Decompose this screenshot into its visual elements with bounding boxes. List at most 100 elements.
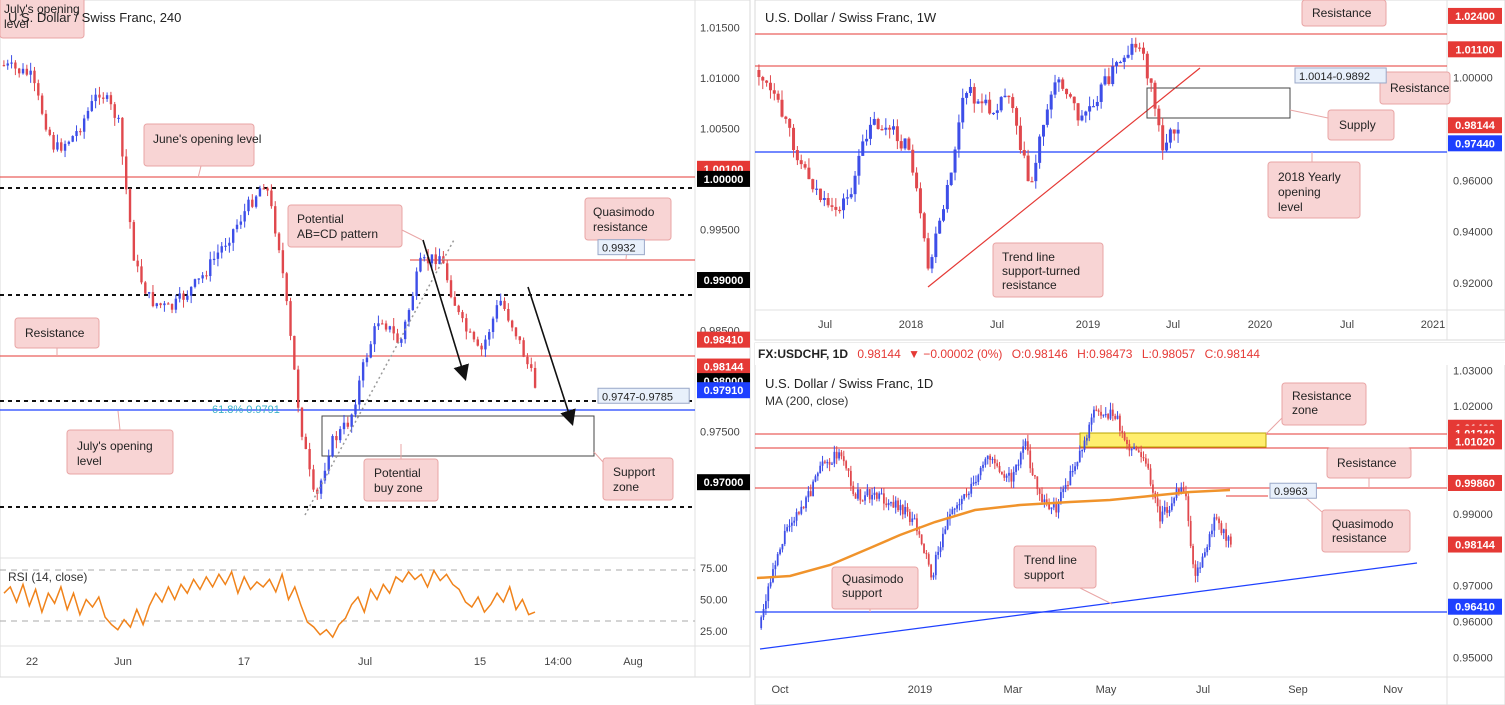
svg-text:zone: zone [1292,403,1318,417]
candle-body [1213,517,1216,531]
time-axis-label: 2020 [1248,319,1272,331]
level-label: 1.0014-0.9892 [1299,71,1370,83]
candle-body [1030,181,1034,183]
candle-body [423,257,426,259]
time-axis-label: Jul [358,656,372,668]
price-axis-label: 1.00500 [700,123,740,135]
candle-body [765,601,767,610]
axes-layer: 1.01500 1.01000 1.00500 1.00000 0.99500 0.990… [26,7,1502,696]
callout-abcd: Potential AB=CD pattern [287,204,423,248]
time-axis-label: Jun [114,656,132,668]
candle-body [853,175,857,195]
candle-body [776,554,779,566]
svg-text:Resistance: Resistance [1312,6,1372,20]
svg-text:Trend line: Trend line [1024,553,1077,567]
candle-body [965,93,969,98]
candle-body [109,95,113,105]
candle-body [961,97,965,123]
candle-body [1220,523,1223,534]
candle-body [911,149,915,173]
candle-body [331,436,334,457]
candle-body [822,197,826,201]
callout-support-zone: Support zone [593,451,674,501]
candle-body [178,293,181,299]
time-axis-label: 15 [474,656,486,668]
candle-body [899,505,902,511]
candle-body [1176,129,1180,134]
candle-body [884,127,888,130]
candle-body [920,534,923,545]
candle-body [938,220,942,234]
price-tag-label: 0.97000 [704,477,744,489]
candle-body [2,65,6,67]
candle-body [926,238,930,269]
price-axis-label: 1.01000 [700,73,740,85]
time-axis-label: Jul [990,319,1004,331]
candle-body [453,297,457,306]
candle-body [769,582,772,587]
candle-body [52,134,55,150]
candle-body [1095,409,1098,411]
svg-text:2018 Yearly: 2018 Yearly [1278,170,1341,184]
candle-body [1017,464,1020,466]
ma-200-line [756,488,1231,580]
candle-body [56,142,59,150]
candle-body [438,256,441,265]
candle-body [923,544,925,553]
candle-body [159,303,162,306]
candle-body [354,404,357,415]
candle-body [377,323,380,327]
candle-body [1043,499,1046,503]
price-tag-label: 1.01100 [1455,44,1494,56]
candle-body [824,461,826,463]
price-axis-label: 0.92000 [1453,278,1493,290]
candle-body [1149,78,1153,83]
candle-body [767,586,770,602]
price-axis-label: 0.95000 [1453,652,1493,664]
candle-body [1126,439,1128,444]
candle-body [1144,458,1147,464]
candle-body [381,323,384,325]
candle-body [906,506,909,512]
candle-body [818,188,822,201]
candle-body [845,461,848,469]
candle-body [308,449,311,470]
candle-body [840,452,843,457]
candle-body [805,497,807,509]
candle-body [1185,491,1187,497]
candle-body [861,141,865,156]
candle-body [239,221,243,225]
price-axis-label: 0.99500 [700,224,740,236]
candle-body [518,336,522,341]
rsi-line [3,568,536,639]
candle-body [1012,471,1015,482]
candle-body [960,498,963,505]
price-tag-label: 0.98144 [1455,540,1496,552]
candle-body [228,242,231,246]
candle-body [951,509,954,515]
candle-body [1048,504,1050,510]
candle-body [757,70,761,78]
candle-body [1147,463,1150,469]
time-axis-label: May [1096,684,1117,696]
candle-body [975,481,977,484]
candle-body [426,257,430,264]
candle-body [1060,492,1062,502]
candle-body [270,190,273,207]
time-axis-label: 2018 [899,319,923,331]
candle-body [774,565,777,570]
candle-body [281,250,285,274]
callout-supply: Supply [1289,109,1395,141]
candle-body [235,224,239,230]
candle-body [507,308,510,321]
candle-body [878,493,881,499]
candle-body [1026,441,1029,451]
candle-body [1153,82,1157,109]
candle-body [939,547,942,552]
candle-body [1189,520,1192,546]
candle-body [1045,499,1048,505]
candle-body [984,459,987,465]
candle-body [102,97,105,99]
price-tag-label: 0.97910 [704,385,744,397]
candle-body [980,101,984,104]
